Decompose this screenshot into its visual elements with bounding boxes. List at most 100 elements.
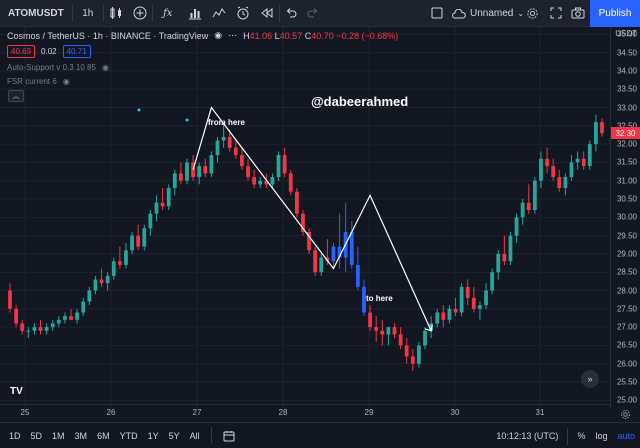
fullscreen-button[interactable] (546, 0, 566, 27)
candle-body (38, 327, 43, 331)
candle-body (178, 173, 183, 181)
candle-body (319, 257, 324, 273)
auto-scale-toggle[interactable]: auto (617, 431, 635, 441)
interval-button[interactable]: 1h (82, 7, 94, 19)
time-axis[interactable]: 25 26 27 28 29 30 31 (0, 404, 610, 422)
percent-scale-toggle[interactable]: % (577, 431, 586, 441)
candle-body (417, 345, 421, 364)
bid-box[interactable]: 40.69 (7, 45, 36, 58)
price-tick-label: 30.00 (616, 212, 637, 222)
symbol-search-button[interactable]: ATOMUSDT (8, 7, 64, 19)
range-button-ytd[interactable]: YTD (119, 430, 138, 441)
price-tick-label: 27.00 (616, 322, 637, 332)
candle-body (240, 155, 244, 167)
date-range-button[interactable] (218, 430, 240, 442)
candle-body (392, 327, 397, 335)
candle-body (526, 202, 531, 211)
candle-body (191, 162, 195, 178)
price-tick-label: 34.00 (616, 66, 637, 76)
indicator-row-2[interactable]: FSR current 6 ◉ (7, 77, 70, 86)
toolbar-divider (71, 4, 73, 22)
collapse-legend-button[interactable]: ︿ (8, 90, 24, 102)
candle-body (575, 158, 580, 163)
range-button-5y[interactable]: 5Y (168, 430, 180, 441)
candle-body (117, 261, 122, 265)
eye-icon[interactable]: ◉ (62, 77, 70, 86)
price-chart[interactable] (0, 27, 610, 408)
more-icon[interactable]: ⋯ (228, 30, 238, 40)
axis-settings-button[interactable] (612, 407, 638, 421)
layout-button[interactable] (428, 0, 446, 27)
undo-icon (286, 8, 297, 18)
candle-body (69, 316, 73, 320)
chart-legend: Cosmos / TetherUS · 1h · BINANCE · Tradi… (7, 30, 398, 41)
utc-clock[interactable]: 10:12:13 (UTC) (496, 431, 559, 441)
candle-body (233, 147, 238, 156)
marker-dot (185, 118, 189, 122)
indicator-row-1[interactable]: Auto-Support v 0.3 10 85 ◉ (7, 63, 109, 72)
range-button-3m[interactable]: 3M (74, 430, 88, 441)
compare-button[interactable] (128, 0, 152, 27)
price-tick-label: 31.00 (616, 176, 637, 186)
candle-body (569, 162, 574, 178)
candle-body (215, 140, 220, 156)
candle-body (484, 290, 488, 306)
candle-body (471, 297, 476, 309)
legend-title[interactable]: Cosmos / TetherUS · 1h · BINANCE · Tradi… (7, 30, 209, 41)
candle-body (270, 177, 275, 185)
layout-name-button[interactable]: Unnamed ⌄ (452, 0, 524, 27)
candle-body (160, 202, 165, 207)
candle-body (227, 136, 232, 148)
price-axis[interactable]: USDT 35.00 34.50 34.00 33.50 33.00 32.50 32.00… (610, 27, 640, 408)
eye-icon[interactable]: ◉ (214, 30, 223, 40)
templates-button[interactable] (207, 0, 231, 27)
candle-body (508, 235, 513, 262)
eye-icon[interactable]: ◉ (101, 63, 109, 72)
range-button-5d[interactable]: 5D (30, 430, 43, 441)
indicator-fsr[interactable]: FSR current 6 (7, 77, 57, 86)
scroll-to-realtime-button[interactable]: » (581, 370, 599, 388)
price-tick-label: 32.50 (616, 121, 637, 131)
candle-body (166, 188, 171, 207)
range-button-1m[interactable]: 1M (52, 430, 65, 441)
candle-body (441, 312, 446, 320)
candle-body (105, 275, 110, 284)
log-scale-toggle[interactable]: log (595, 431, 608, 441)
snapshot-button[interactable] (568, 0, 588, 27)
undo-button[interactable] (280, 0, 302, 27)
chevron-up-icon: ︿ (12, 93, 20, 100)
candle-body (221, 136, 226, 141)
range-button-1d[interactable]: 1D (9, 430, 21, 441)
settings-button[interactable] (522, 0, 542, 27)
time-tick-label: 25 (20, 408, 30, 417)
financials-button[interactable] (183, 0, 207, 27)
ask-box[interactable]: 40.71 (62, 45, 91, 58)
indicator-auto-support[interactable]: Auto-Support v 0.3 10 85 (7, 63, 96, 72)
annotation-from-here: from here (208, 118, 245, 127)
candle-body (600, 122, 604, 134)
chart-pane[interactable] (0, 27, 610, 408)
candle-body (111, 261, 116, 276)
fullscreen-icon (550, 7, 562, 19)
indicators-button[interactable]: ƒx (153, 0, 183, 27)
candle-body (8, 290, 12, 309)
publish-button[interactable]: Publish (590, 0, 640, 27)
gear-icon (620, 409, 630, 419)
replay-button[interactable] (255, 0, 279, 27)
alert-button[interactable] (231, 0, 255, 27)
candle-body (301, 213, 305, 232)
range-button-1y[interactable]: 1Y (147, 430, 159, 441)
candle-body (337, 246, 342, 258)
range-button-all[interactable]: All (189, 430, 200, 441)
range-button-6m[interactable]: 6M (97, 430, 110, 441)
spread-value: 0.02 (41, 47, 57, 56)
redo-button[interactable] (302, 0, 324, 27)
candle-body (386, 327, 391, 335)
candle-style-button[interactable] (104, 0, 128, 27)
candle-body (539, 158, 543, 181)
toolbar-divider (278, 4, 280, 22)
bottom-toolbar: 1D 5D 1M 3M 6M YTD 1Y 5Y All 10:12:13 (UTC) % lo… (0, 422, 640, 448)
time-tick-label: 30 (450, 408, 460, 417)
toolbar-divider (567, 427, 569, 445)
price-tick-label: 28.50 (616, 267, 637, 277)
